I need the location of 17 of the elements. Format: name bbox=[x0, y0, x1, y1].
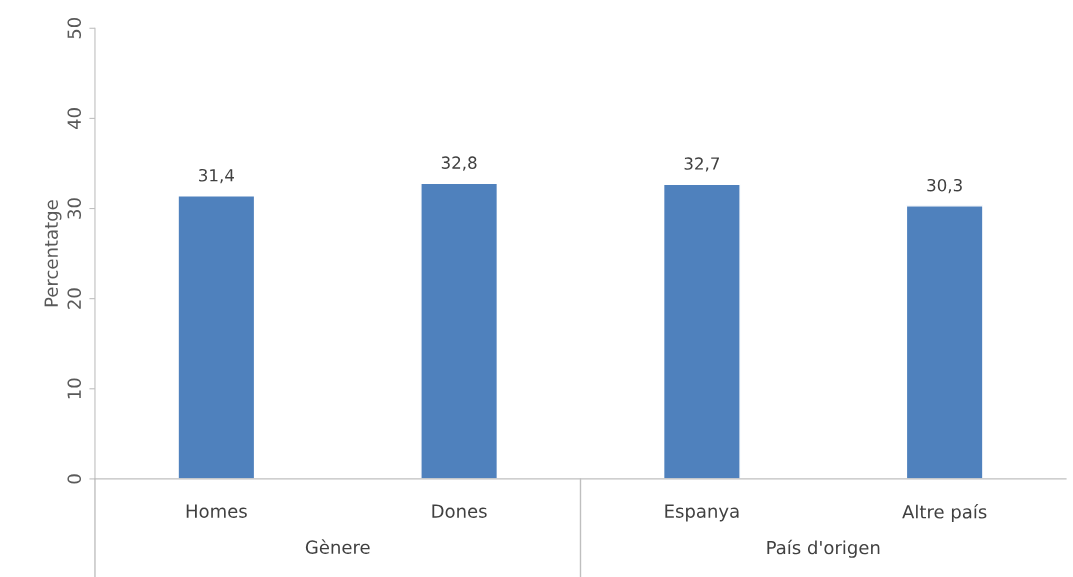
data-label: 30,3 bbox=[927, 178, 962, 194]
y-tick-label: 10 bbox=[67, 378, 82, 399]
y-tick-label: 0 bbox=[67, 474, 82, 484]
y-tick-label: 20 bbox=[67, 288, 82, 309]
data-label: 32,7 bbox=[684, 157, 720, 172]
x-tick-label: Altre país bbox=[902, 503, 987, 523]
y-tick-label: 50 bbox=[67, 17, 82, 39]
text: País d'origen bbox=[767, 539, 880, 558]
y-tick-label: 30 bbox=[67, 198, 82, 219]
text: Gènere bbox=[305, 539, 370, 554]
x-tick-label: Dones bbox=[432, 504, 487, 518]
x-tick-label: Homes bbox=[186, 504, 247, 518]
y-axis-title: Percentatge bbox=[44, 200, 62, 307]
y-tick-label: 40 bbox=[67, 108, 82, 130]
data-label: 31,4 bbox=[199, 168, 234, 184]
x-tick-label: Espanya bbox=[665, 504, 739, 522]
data-label: 32,8 bbox=[441, 156, 477, 171]
